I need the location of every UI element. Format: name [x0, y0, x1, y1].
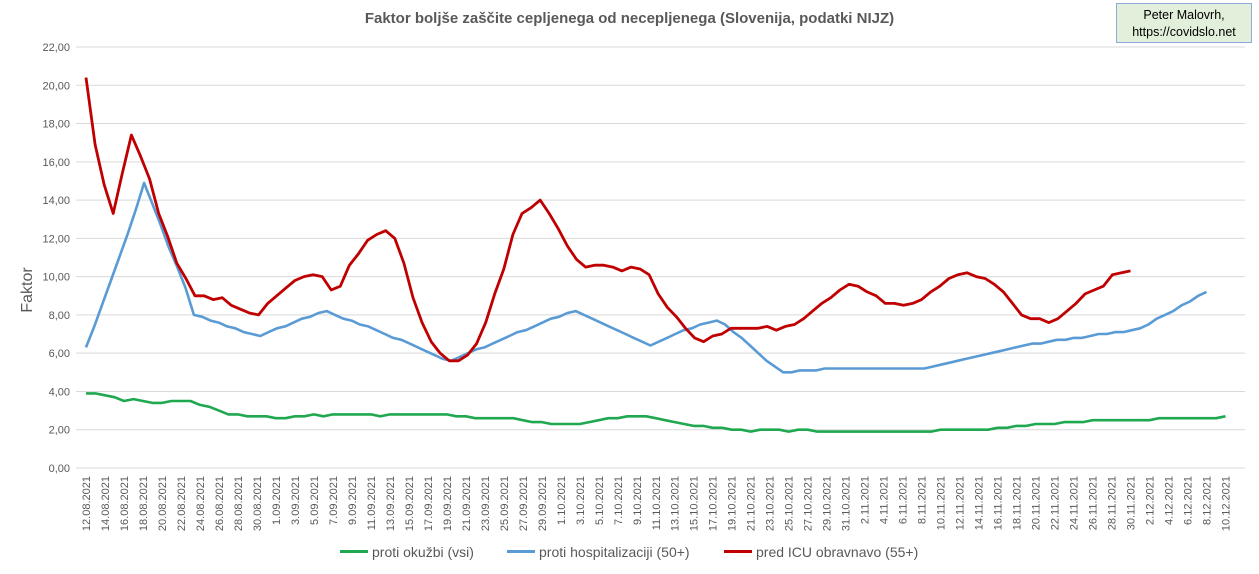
- y-tick-label: 18,00: [42, 119, 70, 131]
- x-tick-label: 20.08.2021: [157, 476, 169, 531]
- x-tick-label: 23.10.2021: [765, 476, 777, 531]
- legend-item-hospitalizaciji: proti hospitalizaciji (50+): [507, 544, 690, 562]
- y-tick-label: 12,00: [42, 233, 70, 245]
- x-tick-label: 11.09.2021: [366, 476, 378, 530]
- x-tick-label: 18.11.2021: [1012, 476, 1024, 530]
- x-tick-label: 12.08.2021: [81, 476, 93, 531]
- x-tick-label: 15.09.2021: [404, 476, 416, 531]
- x-tick-label: 8.11.2021: [917, 476, 929, 524]
- x-tick-label: 28.11.2021: [1107, 476, 1119, 530]
- legend-swatch-icu: [724, 549, 752, 553]
- y-tick-label: 10,00: [42, 272, 70, 284]
- series-line-0: [86, 392, 1226, 433]
- x-tick-label: 8.12.2021: [1202, 476, 1214, 525]
- y-tick-label: 0,00: [49, 463, 70, 475]
- x-tick-label: 14.08.2021: [100, 476, 112, 531]
- x-tick-label: 26.11.2021: [1088, 476, 1100, 530]
- x-tick-label: 17.09.2021: [423, 476, 435, 531]
- x-tick-label: 10.11.2021: [936, 476, 948, 530]
- y-axis-label: Faktor: [19, 267, 36, 313]
- x-tick-label: 15.10.2021: [689, 476, 701, 531]
- legend-label-okuzbi: proti okužbi (vsi): [372, 544, 474, 560]
- x-tick-label: 22.11.2021: [1050, 476, 1062, 530]
- x-tick-label: 25.10.2021: [784, 476, 796, 531]
- x-tick-label: 19.10.2021: [727, 476, 739, 531]
- y-tick-label: 2,00: [49, 425, 70, 437]
- x-tick-label: 12.11.2021: [955, 476, 967, 530]
- x-tick-label: 9.10.2021: [632, 476, 644, 525]
- x-tick-label: 14.11.2021: [974, 476, 986, 530]
- x-tick-label: 21.10.2021: [746, 476, 758, 531]
- legend-swatch-hospitalizaciji: [507, 549, 535, 553]
- x-tick-label: 29.09.2021: [537, 476, 549, 531]
- x-tick-label: 1.09.2021: [271, 476, 283, 525]
- x-tick-labels: 12.08.2021 14.08.2021 16.08.2021 18.08.2021…: [81, 476, 1233, 531]
- x-tick-label: 10.12.2021: [1221, 476, 1233, 531]
- x-tick-label: 9.09.2021: [347, 476, 359, 525]
- x-tick-label: 7.10.2021: [613, 476, 625, 525]
- x-tick-label: 27.09.2021: [518, 476, 530, 531]
- x-tick-label: 22.08.2021: [176, 476, 188, 531]
- x-tick-label: 30.08.2021: [252, 476, 264, 531]
- x-tick-label: 3.09.2021: [290, 476, 302, 525]
- x-tick-label: 17.10.2021: [708, 476, 720, 531]
- x-tick-label: 26.08.2021: [214, 476, 226, 531]
- credit-author: Peter Malovrh,: [1143, 8, 1225, 22]
- legend-item-okuzbi: proti okužbi (vsi): [340, 544, 474, 562]
- chart-title: Faktor boljše zaščite cepljenega od nece…: [364, 10, 895, 27]
- legend-label-hospitalizaciji: proti hospitalizaciji (50+): [539, 544, 690, 560]
- legend-item-icu: pred ICU obravnavo (55+): [724, 544, 918, 562]
- x-tick-label: 23.09.2021: [480, 476, 492, 531]
- x-tick-label: 30.11.2021: [1126, 476, 1138, 530]
- y-tick-label: 16,00: [42, 157, 70, 169]
- y-tick-label: 14,00: [42, 195, 70, 207]
- x-tick-label: 25.09.2021: [499, 476, 511, 531]
- x-tick-label: 6.12.2021: [1183, 476, 1195, 525]
- legend-label-icu: pred ICU obravnavo (55+): [756, 544, 919, 560]
- x-tick-label: 4.12.2021: [1164, 476, 1176, 525]
- series-line-2: [84, 77, 1131, 363]
- x-tick-label: 7.09.2021: [328, 476, 340, 525]
- x-tick-label: 2.11.2021: [860, 476, 872, 524]
- x-tick-label: 13.10.2021: [670, 476, 682, 531]
- x-tick-label: 27.10.2021: [803, 476, 815, 531]
- x-tick-label: 24.11.2021: [1069, 476, 1081, 530]
- legend: proti okužbi (vsi) proti hospitalizaciji…: [0, 544, 1259, 564]
- y-tick-label: 8,00: [49, 310, 70, 322]
- x-tick-label: 3.10.2021: [575, 476, 587, 525]
- series-line-1: [84, 181, 1208, 374]
- x-tick-label: 6.11.2021: [898, 476, 910, 524]
- x-tick-label: 28.08.2021: [233, 476, 245, 531]
- y-tick-label: 22,00: [42, 42, 70, 54]
- x-tick-label: 31.10.2021: [841, 476, 853, 531]
- x-tick-label: 13.09.2021: [385, 476, 397, 531]
- x-tick-label: 21.09.2021: [461, 476, 473, 531]
- credit-box: Peter Malovrh, https://covidslo.net: [1116, 3, 1252, 43]
- x-tick-label: 2.12.2021: [1145, 476, 1157, 525]
- x-tick-label: 5.10.2021: [594, 476, 606, 525]
- x-tick-label: 29.10.2021: [822, 476, 834, 531]
- grid-lines: [76, 46, 1245, 469]
- x-tick-label: 24.08.2021: [195, 476, 207, 531]
- x-tick-label: 18.08.2021: [138, 476, 150, 531]
- x-tick-label: 19.09.2021: [442, 476, 454, 531]
- y-tick-label: 4,00: [49, 386, 70, 398]
- credit-url: https://covidslo.net: [1132, 25, 1236, 39]
- y-tick-labels: 0,00 2,00 4,00 6,00 8,00 10,00 12,00 14,00 16,00…: [42, 42, 70, 475]
- legend-swatch-okuzbi: [340, 549, 368, 553]
- x-tick-label: 1.10.2021: [556, 476, 568, 525]
- x-tick-label: 11.10.2021: [651, 476, 663, 530]
- x-tick-label: 16.11.2021: [993, 476, 1005, 530]
- x-tick-label: 5.09.2021: [309, 476, 321, 525]
- y-tick-label: 20,00: [42, 80, 70, 92]
- x-tick-label: 4.11.2021: [879, 476, 891, 524]
- y-tick-label: 6,00: [49, 348, 70, 360]
- x-tick-label: 16.08.2021: [119, 476, 131, 531]
- series-lines: [84, 77, 1226, 433]
- x-tick-label: 20.11.2021: [1031, 476, 1043, 530]
